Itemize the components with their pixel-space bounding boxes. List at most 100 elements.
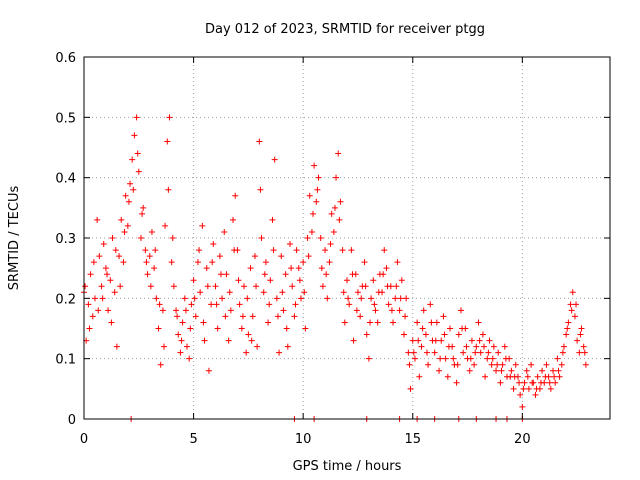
data-point — [318, 265, 325, 272]
data-point — [520, 385, 527, 392]
data-point — [508, 367, 515, 374]
grid — [84, 57, 610, 419]
data-point — [577, 331, 584, 338]
data-point — [420, 307, 427, 314]
data-point — [374, 319, 381, 326]
data-point — [159, 307, 166, 314]
data-point — [243, 349, 250, 356]
data-point — [322, 247, 329, 254]
data-point — [118, 216, 125, 223]
data-point — [239, 313, 246, 320]
data-point — [230, 216, 237, 223]
data-point — [174, 313, 181, 320]
data-point — [148, 228, 155, 235]
data-point — [258, 235, 265, 241]
data-point — [556, 373, 563, 380]
data-point — [498, 367, 505, 374]
x-tick-label: 10 — [295, 432, 312, 447]
data-point — [238, 325, 245, 332]
data-point — [460, 349, 467, 356]
data-point — [186, 355, 193, 362]
data-point — [564, 325, 571, 332]
data-point — [528, 361, 535, 368]
data-point — [251, 253, 258, 260]
data-point — [146, 253, 153, 260]
data-point — [546, 379, 553, 386]
data-point — [266, 301, 273, 308]
data-point — [476, 337, 483, 344]
data-point — [178, 337, 185, 344]
data-point — [512, 361, 519, 368]
data-point — [467, 355, 474, 362]
data-point — [191, 295, 198, 302]
data-point — [247, 265, 254, 272]
data-point — [390, 319, 397, 326]
data-point — [254, 343, 261, 350]
data-point — [127, 180, 134, 187]
data-point — [200, 319, 207, 326]
data-point — [271, 156, 278, 163]
data-point — [340, 289, 347, 296]
data-point — [240, 283, 247, 290]
data-point — [134, 150, 141, 157]
data-point — [284, 343, 291, 350]
data-point — [82, 283, 89, 290]
data-point — [157, 361, 164, 368]
data-point — [102, 265, 109, 272]
data-point — [201, 337, 208, 344]
x-tick-label: 0 — [80, 432, 88, 447]
data-point — [433, 319, 440, 326]
data-point — [222, 313, 229, 320]
data-point — [137, 235, 144, 241]
data-point — [523, 367, 530, 374]
data-point — [336, 216, 343, 223]
data-point — [537, 379, 544, 386]
data-point — [152, 247, 159, 254]
data-point — [367, 319, 374, 326]
data-point — [314, 186, 321, 193]
data-point — [339, 247, 346, 254]
data-point — [383, 265, 390, 272]
data-point — [212, 283, 219, 290]
data-point — [341, 319, 348, 326]
data-point — [219, 295, 226, 302]
data-point — [225, 337, 232, 344]
data-point — [257, 186, 264, 193]
data-point — [384, 283, 391, 290]
data-point — [181, 295, 188, 302]
data-point — [166, 114, 173, 121]
data-point — [204, 283, 211, 290]
data-point — [335, 150, 342, 157]
data-point — [168, 259, 175, 266]
data-point — [217, 271, 224, 278]
y-axis-label: SRMTID / TECUs — [7, 186, 22, 291]
data-point — [403, 295, 410, 302]
data-point — [310, 210, 317, 217]
data-point — [405, 349, 412, 356]
data-point — [357, 313, 364, 320]
data-point — [489, 355, 496, 362]
data-point — [406, 361, 413, 368]
data-point — [436, 367, 443, 374]
data-point — [190, 277, 197, 284]
data-point — [337, 198, 344, 205]
data-point — [151, 265, 158, 272]
data-point — [313, 198, 320, 205]
data-point — [380, 271, 387, 278]
data-point — [231, 247, 238, 254]
data-point — [99, 295, 106, 302]
data-point — [502, 355, 509, 362]
data-point — [203, 265, 210, 272]
data-point — [397, 295, 404, 302]
data-point — [440, 313, 447, 320]
data-point — [410, 349, 417, 356]
data-point — [349, 271, 356, 278]
data-point — [156, 301, 163, 308]
data-point — [331, 204, 338, 211]
data-point — [388, 307, 395, 314]
data-point — [197, 289, 204, 296]
data-point — [524, 373, 531, 380]
data-point — [555, 367, 562, 374]
data-point — [559, 349, 566, 356]
